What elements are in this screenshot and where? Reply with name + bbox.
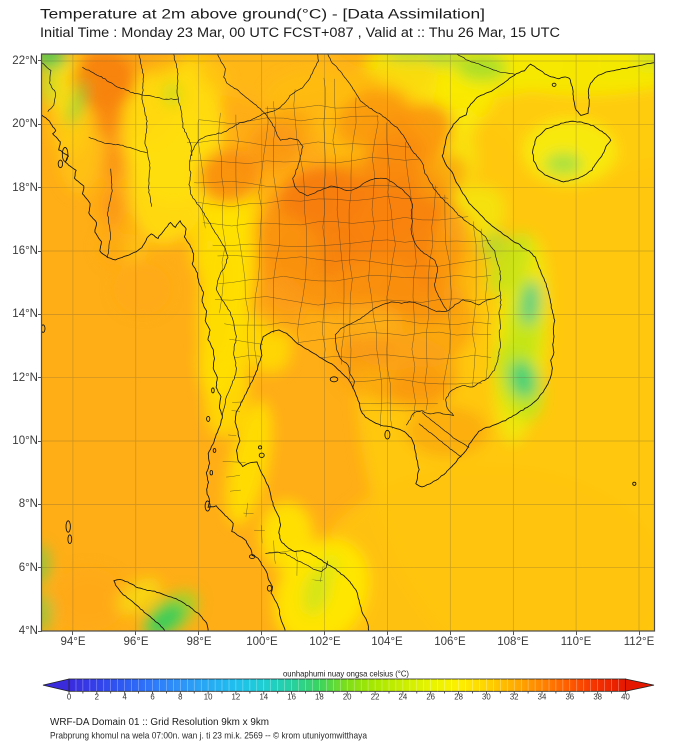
svg-text:4: 4: [123, 693, 128, 702]
svg-text:ounhaphumi nuay ongsa celsius: ounhaphumi nuay ongsa celsius (°C): [283, 669, 409, 679]
svg-text:18: 18: [315, 693, 324, 702]
svg-text:12: 12: [232, 693, 241, 702]
svg-text:8: 8: [178, 693, 182, 702]
svg-text:26: 26: [426, 693, 435, 702]
svg-text:14: 14: [259, 693, 268, 702]
svg-text:38: 38: [593, 693, 602, 702]
svg-text:10: 10: [204, 693, 213, 702]
svg-text:20: 20: [343, 693, 352, 702]
svg-text:36: 36: [565, 693, 574, 702]
svg-text:34: 34: [538, 693, 547, 702]
svg-text:Temperature at 2m above ground: Temperature at 2m above ground(°C) - [Da…: [40, 7, 485, 22]
svg-text:6: 6: [150, 693, 154, 702]
svg-text:22: 22: [371, 693, 380, 702]
svg-text:28: 28: [454, 693, 463, 702]
svg-text:0: 0: [67, 693, 72, 702]
svg-text:40: 40: [621, 693, 630, 702]
svg-text:32: 32: [510, 693, 519, 702]
svg-text:Initial Time : Monday 23 Mar,: Initial Time : Monday 23 Mar, 00 UTC FCS…: [40, 25, 560, 40]
svg-text:Prabprung khomul na wela 07:00: Prabprung khomul na wela 07:00n. wan j. …: [50, 731, 368, 741]
svg-text:16: 16: [287, 693, 296, 702]
svg-text:30: 30: [482, 693, 491, 702]
svg-text:2: 2: [95, 693, 99, 702]
svg-text:24: 24: [399, 693, 408, 702]
svg-text:WRF-DA Domain 01 :: Grid Resol: WRF-DA Domain 01 :: Grid Resolution 9km …: [50, 717, 269, 728]
